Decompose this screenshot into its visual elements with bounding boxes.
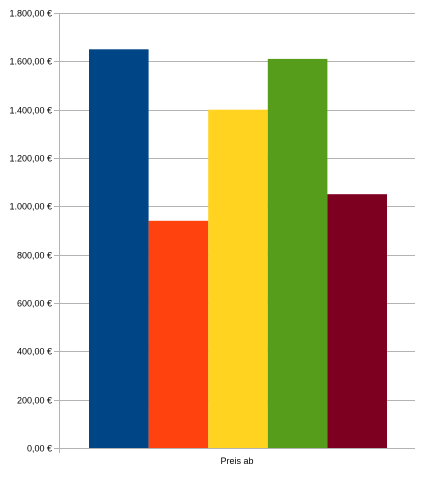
y-tick-label: 800,00 € [17, 251, 52, 261]
bar-3 [208, 109, 268, 448]
y-tick-labels: 0,00 € 200,00 € 400,00 € 600,00 € 800,00 € 1.… [9, 9, 59, 454]
bar-5 [327, 194, 387, 448]
y-tick-label: 1.600,00 € [9, 57, 52, 67]
y-tick-label: 0,00 € [27, 444, 52, 454]
y-tick-label: 600,00 € [17, 299, 52, 309]
y-tick-label: 1.400,00 € [9, 106, 52, 116]
bars [89, 49, 387, 449]
y-tick-label: 400,00 € [17, 347, 52, 357]
y-tick-label: 1.800,00 € [9, 9, 52, 19]
bar-4 [267, 58, 328, 449]
y-tick-label: 1.000,00 € [9, 202, 52, 212]
y-tick-label: 200,00 € [17, 396, 52, 406]
x-category-label: Preis ab [220, 456, 253, 466]
y-tick-label: 1.200,00 € [9, 154, 52, 164]
bar-2 [148, 220, 209, 448]
axes [59, 13, 415, 453]
bar-1 [89, 49, 149, 449]
